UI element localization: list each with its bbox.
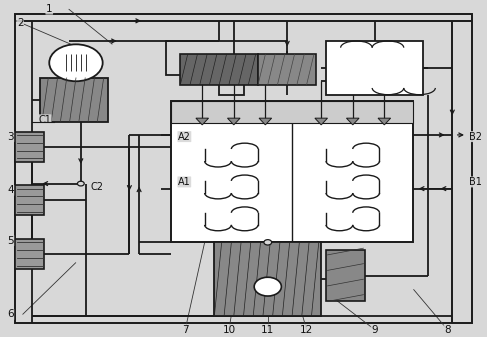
Circle shape: [264, 240, 272, 245]
Text: A1: A1: [178, 177, 191, 187]
Bar: [15, 185, 44, 215]
Text: 2: 2: [17, 18, 23, 28]
Polygon shape: [346, 118, 359, 125]
Text: 12: 12: [300, 325, 313, 335]
Bar: [326, 41, 423, 95]
Text: A2: A2: [178, 132, 191, 142]
Bar: [166, 41, 287, 74]
Polygon shape: [227, 118, 240, 125]
Polygon shape: [315, 118, 328, 125]
Bar: [180, 54, 258, 85]
Text: 8: 8: [444, 325, 451, 335]
Text: B1: B1: [469, 177, 482, 187]
Text: C1: C1: [38, 115, 51, 125]
Text: 3: 3: [7, 132, 14, 142]
Text: B2: B2: [469, 132, 482, 142]
Text: C2: C2: [91, 182, 104, 192]
Text: 10: 10: [223, 325, 236, 335]
Bar: [15, 239, 44, 269]
Polygon shape: [196, 118, 208, 125]
Circle shape: [49, 44, 103, 81]
Text: 7: 7: [182, 325, 188, 335]
Bar: [258, 54, 317, 85]
Bar: [214, 242, 321, 316]
Text: 6: 6: [7, 309, 14, 319]
Bar: [170, 101, 413, 242]
Bar: [15, 131, 44, 162]
Polygon shape: [259, 118, 272, 125]
Bar: [326, 250, 365, 301]
Text: 5: 5: [7, 236, 14, 246]
Bar: [39, 78, 108, 122]
Text: 9: 9: [371, 325, 378, 335]
Bar: [170, 101, 413, 123]
Circle shape: [77, 181, 84, 186]
Text: 1: 1: [46, 4, 53, 14]
Circle shape: [254, 277, 281, 296]
Text: 11: 11: [261, 325, 274, 335]
Polygon shape: [378, 118, 391, 125]
Text: 4: 4: [7, 185, 14, 195]
